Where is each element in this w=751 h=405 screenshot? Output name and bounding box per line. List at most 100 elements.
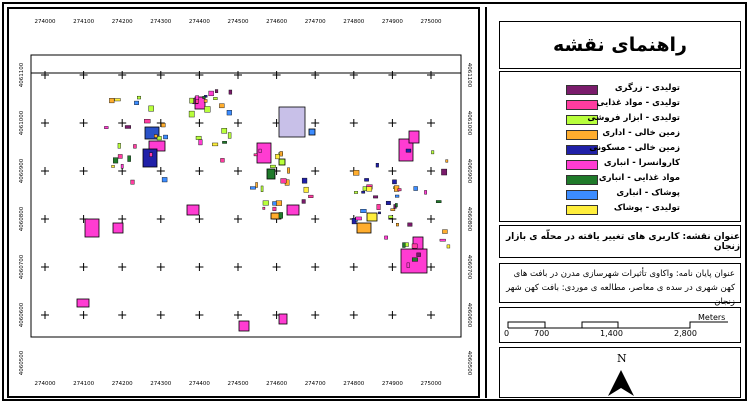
- x-tick-bottom: 274600: [266, 381, 287, 387]
- legend-item: پوشاک - انباری: [566, 188, 716, 201]
- legend-swatch: [566, 100, 598, 110]
- small-parcel: [353, 170, 360, 176]
- x-tick-top: 274800: [343, 19, 364, 25]
- x-tick-bottom: 274800: [343, 381, 364, 387]
- grid-cross: [427, 119, 435, 127]
- small-parcel: [388, 215, 394, 219]
- small-parcel: [407, 222, 413, 227]
- small-parcel: [287, 167, 290, 174]
- small-parcel: [364, 178, 369, 182]
- small-parcel: [120, 164, 124, 169]
- grid-cross: [118, 119, 127, 127]
- legend-swatch: [566, 205, 598, 215]
- x-tick-top: 274600: [266, 19, 287, 25]
- grid-cross: [41, 71, 49, 79]
- legend-box: تولیدی - زرگری تولیدی - مواد غذایی تولیدی …: [499, 71, 741, 222]
- grid-cross: [41, 311, 49, 319]
- small-parcel: [104, 126, 109, 129]
- y-tick-right: 4060900: [466, 159, 472, 184]
- grid-cross: [118, 311, 127, 319]
- north-arrow-box: N: [499, 347, 741, 398]
- small-parcel: [124, 125, 132, 129]
- small-parcel: [161, 177, 168, 183]
- small-parcel: [442, 229, 448, 234]
- grid-cross: [349, 263, 358, 271]
- x-tick-bottom: 274300: [150, 381, 171, 387]
- legend-swatch: [566, 115, 598, 125]
- grid-cross: [195, 71, 204, 79]
- small-parcel: [109, 98, 115, 104]
- y-tick-left: 4061100: [19, 62, 25, 87]
- legend-label: تولیدی - مواد غذایی: [596, 98, 680, 108]
- grid-cross: [79, 311, 88, 319]
- small-parcel: [148, 105, 154, 112]
- legend-label: تولیدی - پوشاک: [613, 203, 680, 213]
- small-parcel: [402, 242, 406, 248]
- small-parcel: [360, 209, 367, 213]
- small-parcel: [445, 159, 449, 163]
- land-parcel: [186, 204, 200, 216]
- land-parcel: [278, 158, 286, 166]
- small-parcel: [228, 89, 233, 95]
- grid-cross: [156, 119, 165, 127]
- small-parcel: [212, 142, 219, 147]
- small-parcel: [189, 97, 194, 104]
- small-parcel: [113, 157, 119, 164]
- legend-swatch: [566, 190, 598, 200]
- small-parcel: [373, 195, 379, 199]
- land-parcel: [356, 222, 372, 234]
- small-parcel: [258, 148, 262, 153]
- small-parcel: [355, 216, 362, 221]
- small-parcel: [117, 154, 123, 159]
- small-parcel: [396, 223, 399, 227]
- x-tick-bottom: 275000: [421, 381, 442, 387]
- map-title-box: عنوان نقشه: کاربری های تغییر یافته در مح…: [499, 225, 741, 258]
- grid-cross: [79, 167, 88, 175]
- small-parcel: [137, 95, 141, 100]
- x-tick-top: 274300: [150, 19, 171, 25]
- outer-frame: [2, 2, 747, 401]
- land-parcel: [238, 320, 250, 332]
- y-tick-right: 4060500: [466, 351, 472, 376]
- grid-cross: [272, 71, 281, 79]
- thesis-title: عنوان پایان نامه: واکاوی تأثیرات شهرسازی…: [506, 269, 735, 307]
- small-parcel: [213, 97, 218, 100]
- small-parcel: [117, 143, 121, 149]
- land-parcel: [286, 204, 300, 216]
- grid-cross: [79, 71, 88, 79]
- small-parcel: [390, 208, 396, 211]
- legend-title: راهنمای نقشه: [553, 34, 687, 56]
- small-parcel: [219, 103, 225, 109]
- grid-cross: [195, 167, 204, 175]
- small-parcel: [431, 150, 435, 155]
- small-parcel: [127, 155, 131, 162]
- small-parcel: [202, 96, 206, 99]
- small-parcel: [278, 212, 283, 219]
- small-parcel: [203, 99, 208, 103]
- small-parcel: [226, 110, 232, 116]
- small-parcel: [279, 151, 283, 157]
- scale-tick-2: 1,400: [600, 329, 623, 338]
- small-parcel: [156, 136, 162, 141]
- small-parcel: [308, 194, 314, 198]
- small-parcel: [405, 148, 412, 153]
- legend-item: تولیدی - ابزار فروشی: [566, 113, 716, 126]
- small-parcel: [195, 99, 199, 104]
- y-tick-left: 4060800: [19, 206, 25, 231]
- x-tick-bottom: 274100: [73, 381, 94, 387]
- small-parcel: [303, 186, 309, 193]
- grid-cross: [311, 311, 320, 319]
- x-tick-bottom: 274400: [189, 381, 210, 387]
- small-parcel: [411, 243, 418, 249]
- legend-label: پوشاک - انباری: [616, 188, 680, 198]
- small-parcel: [270, 164, 276, 168]
- small-parcel: [406, 262, 410, 268]
- small-parcel: [395, 194, 400, 198]
- y-tick-right: 4060700: [466, 255, 472, 280]
- legend-item: مواد غذایی - انباری: [566, 173, 716, 186]
- scale-unit: Meters: [698, 313, 726, 322]
- legend-title-box: راهنمای نقشه: [499, 21, 741, 69]
- small-parcel: [416, 252, 421, 257]
- small-parcel: [214, 89, 219, 93]
- grid-cross: [156, 215, 165, 223]
